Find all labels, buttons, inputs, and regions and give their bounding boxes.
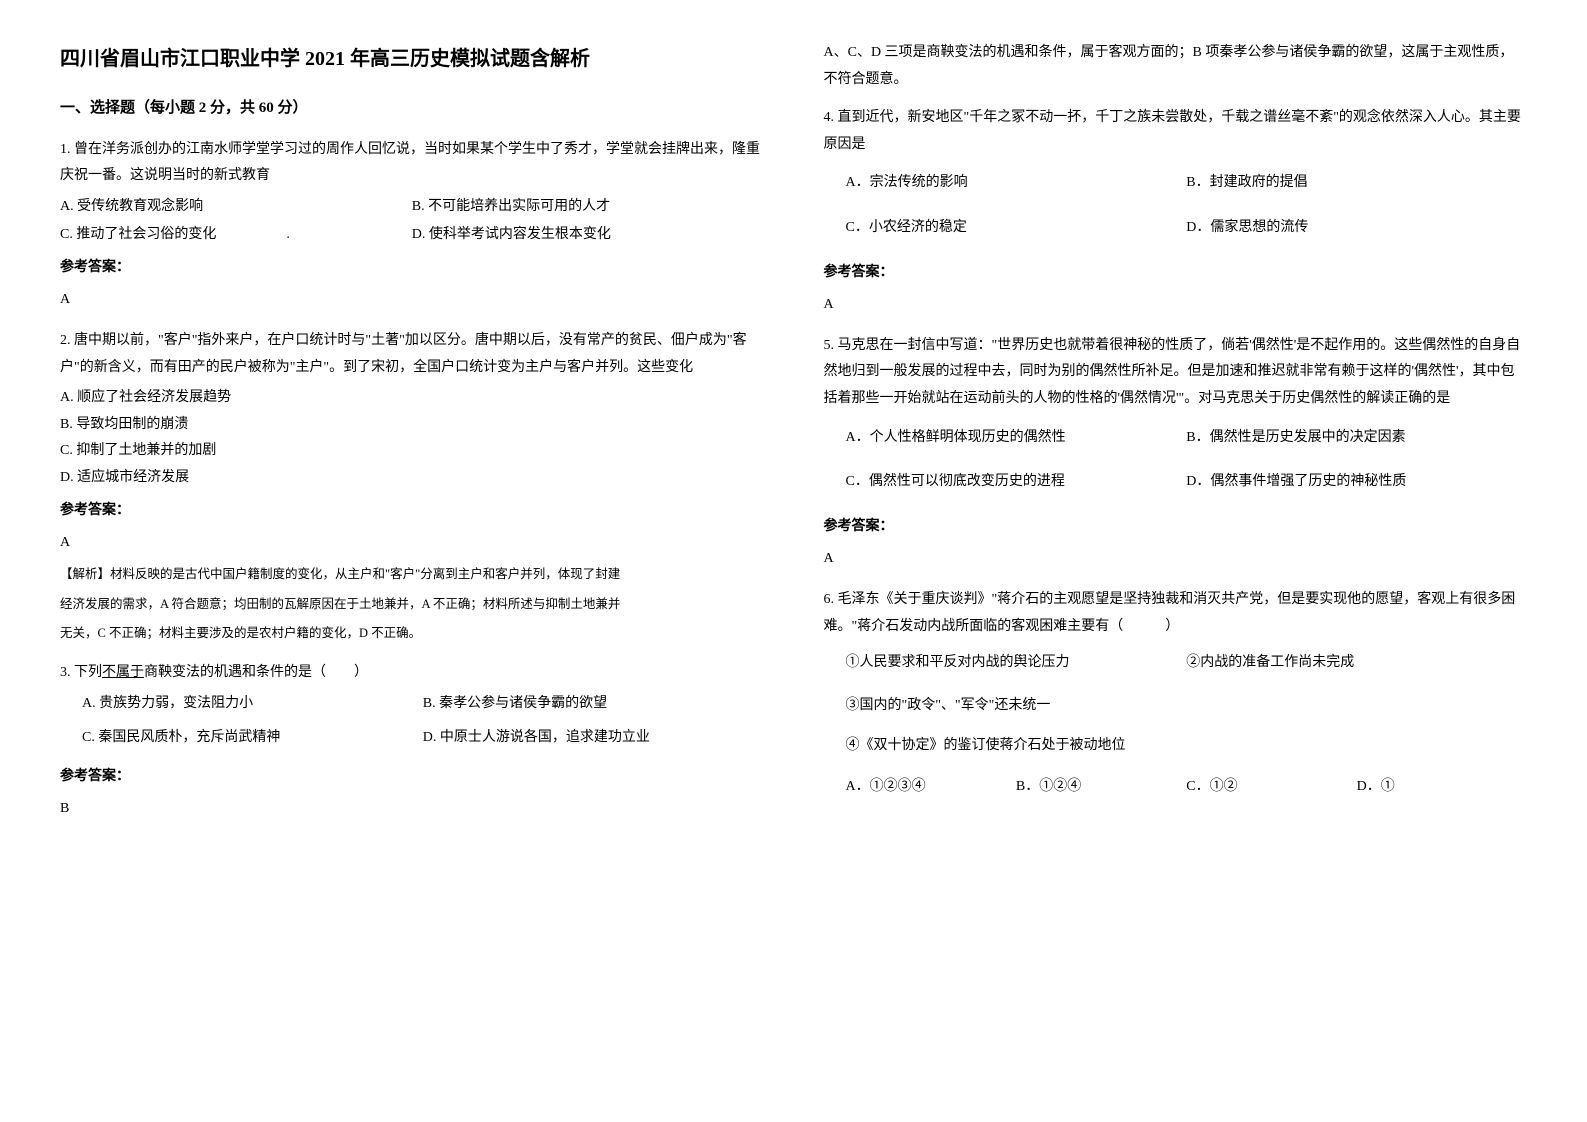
- q4-stem: 4. 直到近代，新安地区"千年之冢不动一抔，千丁之族未尝散处，千载之谱丝毫不紊"…: [824, 105, 1528, 158]
- q1-choice-d: D. 使科举考试内容发生根本变化: [412, 222, 764, 249]
- q1-choice-a: A. 受传统教育观念影响: [60, 194, 412, 221]
- q1-answer-label: 参考答案：: [60, 255, 764, 282]
- q2-stem: 2. 唐中期以前，"客户"指外来户，在户口统计时与"土著"加以区分。唐中期以后，…: [60, 328, 764, 381]
- q2-explain-2: 经济发展的需求，A 符合题意；均田制的瓦解原因在于土地兼并，A 不正确；材料所述…: [60, 593, 764, 617]
- q1-answer: A: [60, 287, 764, 314]
- q6-stem: 6. 毛泽东《关于重庆谈判》"蒋介石的主观愿望是坚持独裁和消灭共产党，但是要实现…: [824, 587, 1528, 640]
- q5-choices-row1: A．个人性格鲜明体现历史的偶然性 B．偶然性是历史发展中的决定因素: [824, 425, 1528, 458]
- q4-choices-row2: C．小农经济的稳定 D．儒家思想的流传: [824, 215, 1528, 248]
- q2-answer-label: 参考答案：: [60, 498, 764, 525]
- q4-choice-c: C．小农经济的稳定: [846, 215, 1187, 242]
- q6-statement-1: ①人民要求和平反对内战的舆论压力: [846, 650, 1187, 677]
- q5-choice-a: A．个人性格鲜明体现历史的偶然性: [846, 425, 1187, 452]
- q1-choice-c: C. 推动了社会习俗的变化 .: [60, 222, 412, 249]
- q2-choice-b: B. 导致均田制的崩溃: [60, 412, 764, 439]
- q3-explain: A、C、D 三项是商鞅变法的机遇和条件，属于客观方面的；B 项秦孝公参与诸侯争霸…: [824, 40, 1528, 93]
- q6-statement-3: ③国内的"政令"、"军令"还未统一: [846, 693, 1528, 720]
- q6-choice-d: D．①: [1357, 774, 1527, 807]
- question-2: 2. 唐中期以前，"客户"指外来户，在户口统计时与"土著"加以区分。唐中期以后，…: [60, 328, 764, 646]
- q2-explain-3: 无关，C 不正确；材料主要涉及的是农村户籍的变化，D 不正确。: [60, 622, 764, 646]
- q2-choice-c: C. 抑制了土地兼并的加剧: [60, 438, 764, 465]
- document-title: 四川省眉山市江口职业中学 2021 年高三历史模拟试题含解析: [60, 40, 764, 78]
- section-heading: 一、选择题（每小题 2 分，共 60 分）: [60, 94, 764, 123]
- q4-choice-a: A．宗法传统的影响: [846, 170, 1187, 197]
- q3-choice-c: C. 秦国民风质朴，充斥尚武精神: [82, 725, 423, 752]
- q3-answer: B: [60, 796, 764, 823]
- q6-choice-a: A．①②③④: [846, 774, 1016, 801]
- q3-choices-row1: A. 贵族势力弱，变法阻力小 B. 秦孝公参与诸侯争霸的欲望: [60, 691, 764, 724]
- q4-choice-b: B．封建政府的提倡: [1186, 170, 1527, 203]
- q6-statements-row1: ①人民要求和平反对内战的舆论压力 ②内战的准备工作尚未完成: [824, 650, 1528, 691]
- q4-answer-label: 参考答案：: [824, 260, 1528, 287]
- q6-choices: A．①②③④ B．①②④ C．①② D．①: [824, 774, 1528, 807]
- q3-choice-d: D. 中原士人游说各国，追求建功立业: [423, 725, 764, 758]
- q1-choice-b: B. 不可能培养出实际可用的人才: [412, 194, 764, 221]
- q5-stem: 5. 马克思在一封信中写道："世界历史也就带着很神秘的性质了，倘若'偶然性'是不…: [824, 333, 1528, 413]
- q1-c-text: C. 推动了社会习俗的变化: [60, 227, 216, 242]
- q4-answer: A: [824, 292, 1528, 319]
- q2-explain-1: 【解析】材料反映的是古代中国户籍制度的变化，从主户和"客户"分离到主户和客户并列…: [60, 563, 764, 587]
- question-6: 6. 毛泽东《关于重庆谈判》"蒋介石的主观愿望是坚持独裁和消灭共产党，但是要实现…: [824, 587, 1528, 807]
- q3-choice-a: A. 贵族势力弱，变法阻力小: [82, 691, 423, 718]
- q1-stem: 1. 曾在洋务派创办的江南水师学堂学习过的周作人回忆说，当时如果某个学生中了秀才…: [60, 137, 764, 190]
- q5-choice-d: D．偶然事件增强了历史的神秘性质: [1186, 469, 1527, 502]
- q3-underline: 不属于: [102, 665, 144, 680]
- q6-choice-b: B．①②④: [1016, 774, 1186, 807]
- question-1: 1. 曾在洋务派创办的江南水师学堂学习过的周作人回忆说，当时如果某个学生中了秀才…: [60, 137, 764, 315]
- q3-stem: 3. 下列不属于商鞅变法的机遇和条件的是（ ）: [60, 660, 764, 687]
- q6-statement-2: ②内战的准备工作尚未完成: [1186, 650, 1527, 691]
- q2-answer: A: [60, 530, 764, 557]
- page-container: 四川省眉山市江口职业中学 2021 年高三历史模拟试题含解析 一、选择题（每小题…: [60, 40, 1527, 837]
- q4-choices-row1: A．宗法传统的影响 B．封建政府的提倡: [824, 170, 1528, 203]
- q3-answer-label: 参考答案：: [60, 764, 764, 791]
- question-5: 5. 马克思在一封信中写道："世界历史也就带着很神秘的性质了，倘若'偶然性'是不…: [824, 333, 1528, 573]
- q1-choices-row1: A. 受传统教育观念影响 B. 不可能培养出实际可用的人才: [60, 194, 764, 221]
- q6-statement-4: ④《双十协定》的鉴订使蒋介石处于被动地位: [846, 733, 1528, 760]
- q4-choice-d: D．儒家思想的流传: [1186, 215, 1527, 248]
- q5-choices-row2: C．偶然性可以彻底改变历史的进程 D．偶然事件增强了历史的神秘性质: [824, 469, 1528, 502]
- q5-choice-c: C．偶然性可以彻底改变历史的进程: [846, 469, 1187, 496]
- q5-choice-b: B．偶然性是历史发展中的决定因素: [1186, 425, 1527, 458]
- q2-choice-d: D. 适应城市经济发展: [60, 465, 764, 492]
- q1-choices-row2: C. 推动了社会习俗的变化 . D. 使科举考试内容发生根本变化: [60, 222, 764, 249]
- q5-answer: A: [824, 546, 1528, 573]
- left-column: 四川省眉山市江口职业中学 2021 年高三历史模拟试题含解析 一、选择题（每小题…: [60, 40, 764, 837]
- q3-choice-b: B. 秦孝公参与诸侯争霸的欲望: [423, 691, 764, 724]
- q2-choice-a: A. 顺应了社会经济发展趋势: [60, 385, 764, 412]
- q3-choices-row2: C. 秦国民风质朴，充斥尚武精神 D. 中原士人游说各国，追求建功立业: [60, 725, 764, 758]
- question-3: 3. 下列不属于商鞅变法的机遇和条件的是（ ） A. 贵族势力弱，变法阻力小 B…: [60, 660, 764, 823]
- q6-choice-c: C．①②: [1186, 774, 1356, 807]
- q5-answer-label: 参考答案：: [824, 514, 1528, 541]
- right-column: A、C、D 三项是商鞅变法的机遇和条件，属于客观方面的；B 项秦孝公参与诸侯争霸…: [824, 40, 1528, 837]
- question-4: 4. 直到近代，新安地区"千年之冢不动一抔，千丁之族未尝散处，千载之谱丝毫不紊"…: [824, 105, 1528, 319]
